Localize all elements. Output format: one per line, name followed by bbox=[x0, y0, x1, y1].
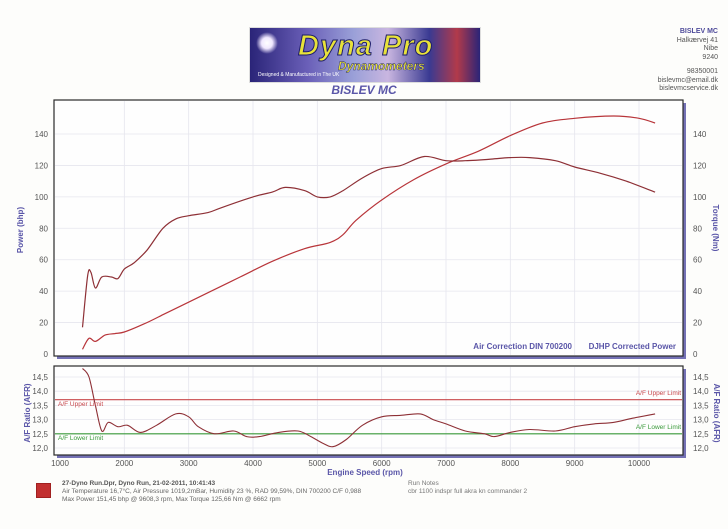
svg-text:13,5: 13,5 bbox=[32, 401, 48, 410]
corrected-power-annotation: DJHP Corrected Power bbox=[589, 342, 676, 351]
air-correction-annotation: Air Correction DIN 700200 bbox=[473, 342, 572, 351]
logo-brand: Dyna Pro bbox=[297, 30, 434, 63]
afr-lower-limit-label-left: A/F Lower Limit bbox=[58, 435, 103, 442]
svg-text:40: 40 bbox=[693, 287, 702, 296]
svg-text:9000: 9000 bbox=[566, 459, 584, 468]
afr-lower-limit-label-right: A/F Lower Limit bbox=[636, 424, 681, 431]
x-axis-label: Engine Speed (rpm) bbox=[327, 468, 403, 477]
run-notes-label: Run Notes bbox=[408, 480, 439, 487]
svg-text:14,0: 14,0 bbox=[32, 387, 48, 396]
svg-text:1000: 1000 bbox=[51, 459, 69, 468]
run-conditions: Air Temperature 16,7°C, Air Pressure 101… bbox=[62, 488, 362, 495]
svg-text:8000: 8000 bbox=[501, 459, 519, 468]
dynapro-logo: Dyna Pro Dynamometers Designed & Manufac… bbox=[249, 27, 481, 83]
afr-upper-limit-label-left: A/F Upper Limit bbox=[58, 401, 103, 408]
afr-chart-frame bbox=[53, 365, 684, 456]
svg-text:40: 40 bbox=[39, 287, 48, 296]
torque-curve bbox=[81, 155, 656, 328]
svg-text:6000: 6000 bbox=[373, 459, 391, 468]
svg-text:14,5: 14,5 bbox=[32, 373, 48, 382]
afr-curve bbox=[82, 368, 656, 448]
afr-upper-limit-label-right: A/F Upper Limit bbox=[636, 390, 681, 397]
svg-text:60: 60 bbox=[39, 256, 48, 265]
company-info: BISLEV MC Halkærvej 41 Nibe 9240 9835000… bbox=[658, 28, 718, 94]
svg-text:10000: 10000 bbox=[628, 459, 651, 468]
svg-text:20: 20 bbox=[693, 319, 702, 328]
svg-text:14,0: 14,0 bbox=[693, 387, 709, 396]
svg-text:60: 60 bbox=[693, 256, 702, 265]
run-notes: Run Notes cbr 1100 indspr full akra kn c… bbox=[408, 480, 527, 496]
power-axis-label: Power (bhp) bbox=[16, 207, 25, 254]
svg-text:4000: 4000 bbox=[244, 459, 262, 468]
svg-text:12,0: 12,0 bbox=[693, 444, 709, 453]
svg-text:120: 120 bbox=[35, 161, 49, 170]
page-title: BISLEV MC bbox=[331, 83, 397, 97]
power-chart-grid bbox=[55, 101, 682, 355]
svg-text:100: 100 bbox=[35, 193, 49, 202]
svg-text:13,0: 13,0 bbox=[32, 416, 48, 425]
run-maxima: Max Power 151,45 bhp @ 9608,3 rpm, Max T… bbox=[62, 496, 281, 503]
light-flare-icon bbox=[256, 32, 278, 54]
svg-text:13,5: 13,5 bbox=[693, 401, 709, 410]
run-color-swatch bbox=[36, 483, 51, 498]
svg-text:13,0: 13,0 bbox=[693, 416, 709, 425]
afr-axis-label-left: A/F Ratio (AFR) bbox=[23, 383, 32, 442]
power-curve bbox=[81, 115, 656, 350]
svg-text:120: 120 bbox=[693, 161, 707, 170]
run-line: 27-Dyno Run.Dpr, Dyno Run, 21-02-2011, 1… bbox=[62, 480, 216, 487]
afr-limit-lines bbox=[55, 399, 682, 435]
svg-text:12,0: 12,0 bbox=[32, 444, 48, 453]
svg-text:12,5: 12,5 bbox=[693, 430, 709, 439]
afr-axis-label-right: A/F Ratio (AFR) bbox=[712, 383, 721, 442]
svg-text:5000: 5000 bbox=[308, 459, 326, 468]
svg-text:80: 80 bbox=[693, 224, 702, 233]
company-postcode: 9240 bbox=[702, 53, 718, 61]
company-email: bislevmc@email.dk bbox=[657, 76, 718, 84]
logo-tagline: Designed & Manufactured in The UK bbox=[258, 72, 340, 78]
company-website: bislevmcservice.dk bbox=[659, 85, 718, 92]
svg-text:0: 0 bbox=[44, 350, 49, 359]
company-street: Halkærvej 41 bbox=[676, 36, 718, 44]
svg-text:14,5: 14,5 bbox=[693, 373, 709, 382]
company-city: Nibe bbox=[703, 45, 718, 52]
power-chart-curves bbox=[81, 115, 656, 350]
svg-text:20: 20 bbox=[39, 319, 48, 328]
company-name: BISLEV MC bbox=[679, 28, 718, 35]
svg-text:100: 100 bbox=[693, 193, 707, 202]
svg-text:3000: 3000 bbox=[180, 459, 198, 468]
svg-text:12,5: 12,5 bbox=[32, 430, 48, 439]
logo-subtitle: Dynamometers bbox=[338, 59, 425, 73]
svg-text:140: 140 bbox=[35, 130, 49, 139]
run-notes-text: cbr 1100 indspr full akra kn commander 2 bbox=[408, 488, 528, 495]
svg-text:80: 80 bbox=[39, 224, 48, 233]
afr-line bbox=[82, 368, 656, 448]
afr-chart-ticks: 12,0 12,0 12,5 12,5 13,0 13,0 13,5 13,5 14,0 14,0… bbox=[32, 373, 709, 468]
torque-axis-label: Torque (Nm) bbox=[711, 205, 720, 252]
svg-text:140: 140 bbox=[693, 130, 707, 139]
svg-text:0: 0 bbox=[693, 350, 698, 359]
svg-text:7000: 7000 bbox=[437, 459, 455, 468]
svg-text:2000: 2000 bbox=[115, 459, 133, 468]
power-chart-ticks: 0 20 40 60 80 100 120 140 0 20 40 60 80 100 120 140 bbox=[35, 130, 707, 359]
company-phone: 98350001 bbox=[686, 68, 718, 75]
run-info: 27-Dyno Run.Dpr, Dyno Run, 21-02-2011, 1… bbox=[62, 480, 361, 504]
